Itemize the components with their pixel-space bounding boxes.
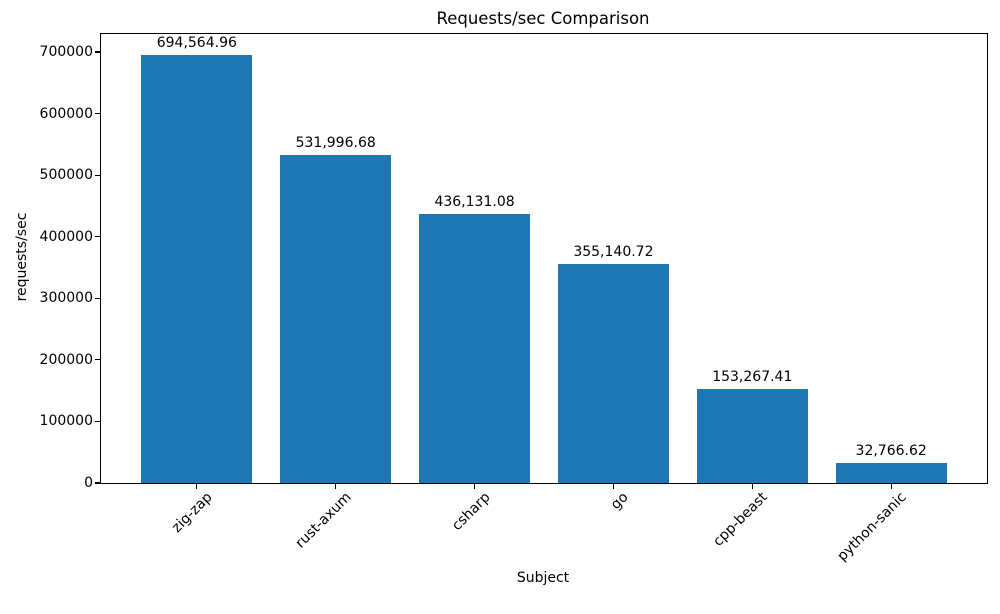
bar-rust-axum <box>280 155 392 483</box>
y-tick-label-400000: 400000 <box>39 228 93 245</box>
x-tick-label-rust-axum: rust-axum <box>292 489 355 552</box>
y-tick-label-100000: 100000 <box>39 413 93 430</box>
chart-title: Requests/sec Comparison <box>436 9 650 28</box>
y-tick-label-500000: 500000 <box>39 167 93 184</box>
y-tick-mark-300000 <box>95 297 100 299</box>
x-tick-label-csharp: csharp <box>448 489 494 534</box>
x-tick-mark-python-sanic <box>890 484 892 489</box>
x-tick-label-cpp-beast: cpp-beast <box>710 489 771 550</box>
bar-python-sanic <box>835 462 947 483</box>
value-label-zig-zap: 694,564.96 <box>156 35 237 52</box>
x-tick-label-go: go <box>608 489 633 513</box>
y-axis-label: requests/sec <box>14 212 30 302</box>
y-tick-label-300000: 300000 <box>39 290 93 307</box>
bar-chart-figure: Requests/sec Comparison requests/sec 694… <box>14 9 988 586</box>
bar-cpp-beast <box>696 388 808 483</box>
value-label-csharp: 436,131.08 <box>434 194 515 211</box>
y-tick-label-0: 0 <box>84 475 93 491</box>
x-tick-mark-csharp <box>473 484 476 489</box>
value-label-python-sanic: 32,766.62 <box>855 442 927 459</box>
y-tick-mark-600000 <box>95 113 100 115</box>
value-label-cpp-beast: 153,267.41 <box>712 368 793 385</box>
x-tick-label-zig-zap: zig-zap <box>168 489 216 536</box>
y-tick-mark-100000 <box>95 420 100 423</box>
y-tick-mark-500000 <box>95 174 100 176</box>
bar-go <box>557 264 669 483</box>
value-label-rust-axum: 531,996.68 <box>295 135 376 152</box>
y-tick-mark-400000 <box>95 236 100 238</box>
y-tick-mark-700000 <box>95 51 100 53</box>
bar-csharp <box>419 214 531 483</box>
x-tick-mark-go <box>612 484 615 489</box>
y-tick-mark-0 <box>95 482 100 484</box>
y-tick-label-700000: 700000 <box>39 44 93 61</box>
x-axis-label: Subject <box>516 570 570 586</box>
plot-area: 694,564.96 zig-zap 531,996.68 rust-axum 436,… <box>40 33 988 565</box>
x-tick-mark-cpp-beast <box>751 484 753 489</box>
value-label-go: 355,140.72 <box>573 244 654 261</box>
x-tick-label-python-sanic: python-sanic <box>834 489 910 565</box>
bar-zig-zap <box>141 55 253 483</box>
y-tick-label-200000: 200000 <box>39 351 93 368</box>
y-tick-label-600000: 600000 <box>39 105 93 122</box>
x-tick-mark-rust-axum <box>335 484 337 489</box>
x-tick-mark-zig-zap <box>196 484 198 489</box>
y-tick-mark-200000 <box>95 359 100 361</box>
